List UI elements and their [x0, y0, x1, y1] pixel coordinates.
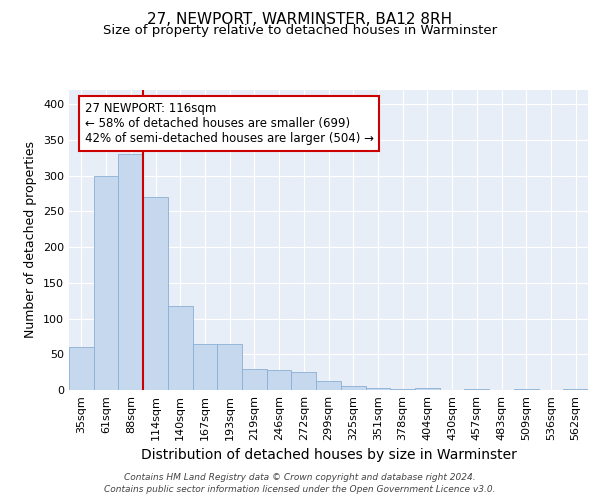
Text: Contains HM Land Registry data © Crown copyright and database right 2024.
Contai: Contains HM Land Registry data © Crown c…	[104, 473, 496, 494]
Bar	[316, 380, 341, 390]
Bar	[94, 176, 118, 390]
X-axis label: Distribution of detached houses by size in Warminster: Distribution of detached houses by size …	[140, 448, 517, 462]
Text: Size of property relative to detached houses in Warminster: Size of property relative to detached ho…	[103, 24, 497, 37]
Bar	[217, 344, 242, 390]
Text: 27, NEWPORT, WARMINSTER, BA12 8RH: 27, NEWPORT, WARMINSTER, BA12 8RH	[148, 12, 452, 28]
Bar	[242, 368, 267, 390]
Text: 27 NEWPORT: 116sqm
← 58% of detached houses are smaller (699)
42% of semi-detach: 27 NEWPORT: 116sqm ← 58% of detached hou…	[85, 102, 374, 145]
Bar	[118, 154, 143, 390]
Bar	[514, 388, 539, 390]
Bar	[193, 344, 217, 390]
Bar	[267, 370, 292, 390]
Bar	[365, 388, 390, 390]
Bar	[168, 306, 193, 390]
Bar	[563, 388, 588, 390]
Bar	[143, 197, 168, 390]
Y-axis label: Number of detached properties: Number of detached properties	[25, 142, 37, 338]
Bar	[69, 347, 94, 390]
Bar	[415, 388, 440, 390]
Bar	[292, 372, 316, 390]
Bar	[464, 388, 489, 390]
Bar	[390, 388, 415, 390]
Bar	[341, 386, 365, 390]
